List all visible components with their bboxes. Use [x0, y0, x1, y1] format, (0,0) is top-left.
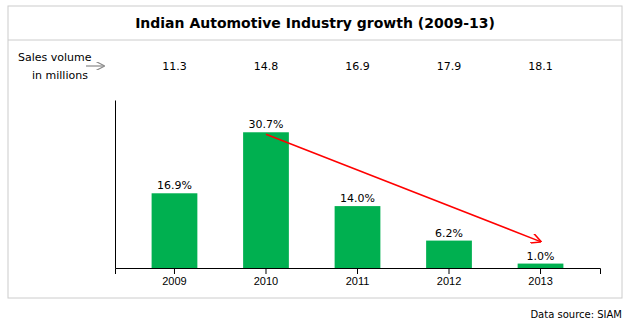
sales-volume: 14.8	[254, 60, 279, 73]
x-tick-mark	[540, 268, 541, 274]
x-tick: 2012	[437, 268, 461, 287]
source: Data source: SIAM	[530, 309, 622, 320]
y-axis-line	[115, 101, 116, 269]
x-tick: 2009	[162, 268, 186, 287]
x-tick-mark	[357, 268, 358, 274]
x-tick-label: 2009	[162, 275, 186, 287]
bar	[518, 264, 564, 268]
outer-border	[8, 6, 622, 298]
x-tick: 2013	[528, 268, 552, 287]
data-label: 14.0%	[340, 192, 375, 205]
frame	[8, 6, 622, 298]
x-tick-label: 2013	[528, 275, 552, 287]
y-axis	[115, 101, 116, 269]
x-tick: 2011	[346, 268, 370, 287]
x-axis-line	[116, 269, 601, 275]
bars	[152, 132, 564, 268]
x-axis: 2009 2010 2011 2012 2013	[116, 268, 601, 287]
x-tick-label: 2010	[254, 275, 278, 287]
data-label: 1.0%	[527, 250, 555, 263]
sales-arrow	[86, 65, 104, 66]
trend-arrow	[266, 134, 541, 241]
data-labels: 16.9% 30.7% 14.0% 6.2% 1.0%	[157, 118, 554, 262]
x-tick-label: 2012	[437, 275, 461, 287]
x-tick-label: 2011	[346, 275, 370, 287]
bar	[426, 241, 472, 268]
bar	[152, 193, 198, 268]
title-separator	[8, 40, 622, 41]
sales-label: in millions	[32, 69, 88, 82]
x-tick-mark	[174, 268, 175, 274]
sales-volume: 16.9	[345, 60, 370, 73]
bar	[243, 132, 289, 268]
sales-volume: 11.3	[162, 60, 187, 73]
x-tick-mark	[265, 268, 266, 274]
bar	[335, 206, 381, 268]
sales-label: Sales volume	[18, 51, 92, 64]
data-label: 6.2%	[435, 227, 463, 240]
x-tick: 2010	[254, 268, 278, 287]
sales-volume: 17.9	[437, 60, 462, 73]
data-label: 30.7%	[249, 118, 284, 131]
chart: Indian Automotive Industry growth (2009-…	[0, 0, 630, 327]
x-tick-mark	[449, 268, 450, 274]
sales-volume: 18.1	[528, 60, 553, 73]
data-label: 16.9%	[157, 179, 192, 192]
title: Indian Automotive Industry growth (2009-…	[135, 15, 495, 31]
